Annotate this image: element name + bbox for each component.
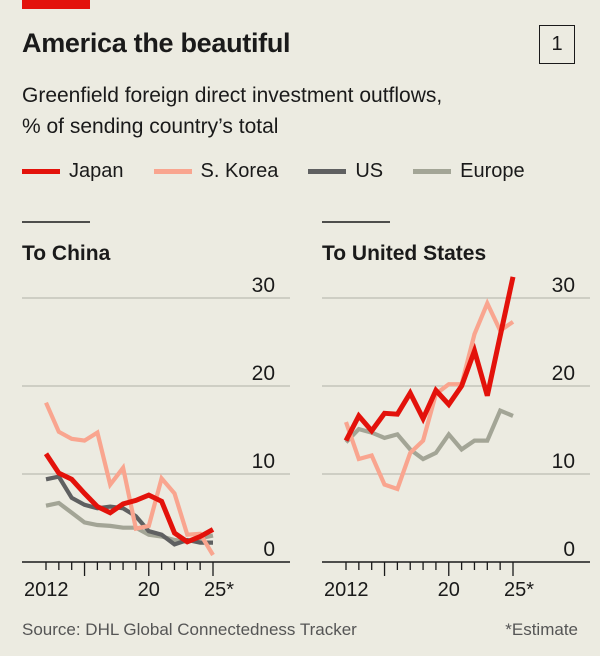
y-tick-label: 10 [252,450,275,473]
legend-item: US [308,160,383,183]
legend-label: Japan [69,160,124,182]
series-line-s-korea [44,401,215,557]
legend: Japan S. Korea US Europe [22,160,555,183]
y-tick-label: 0 [563,538,575,561]
series-line-europe [344,407,514,462]
panel-title: To China [22,242,111,265]
subtitle-line: Greenfield foreign direct investment out… [22,84,443,107]
x-tick-label: 25* [204,579,234,601]
legend-label: US [355,160,384,182]
y-tick-label: 0 [263,538,275,561]
legend-swatch [153,169,192,174]
footnote: *Estimate [505,620,578,639]
legend-swatch [308,169,347,174]
brand-bar [22,0,90,9]
chart-number: 1 [539,25,575,64]
legend-label: Europe [460,160,525,182]
legend-item: S. Korea [153,160,279,183]
legend-label: S. Korea [200,160,279,182]
chart-title: America the beautiful [22,28,291,58]
series-line-s-korea [344,298,515,492]
y-tick-label: 20 [552,362,575,385]
x-tick-label: 2012 [324,579,369,601]
legend-swatch [22,169,60,174]
subtitle-line: % of sending country’s total [22,115,279,138]
chart-subtitle: Greenfield foreign direct investment out… [22,80,442,142]
legend-item: Europe [413,160,525,183]
legend-swatch [413,169,452,174]
y-tick-label: 30 [252,274,275,297]
source-note: Source: DHL Global Connectedness Tracker [22,620,357,639]
x-tick-label: 20 [138,579,160,601]
x-tick-label: 25* [504,579,534,601]
y-tick-label: 20 [252,362,275,385]
series-line-japan [343,276,516,442]
x-tick-label: 2012 [24,579,69,601]
y-tick-label: 10 [552,450,575,473]
y-tick-label: 30 [552,274,575,297]
panel-title: To United States [322,242,486,265]
series-line-japan [43,452,215,545]
legend-item: Japan [22,160,124,183]
x-tick-label: 20 [438,579,460,601]
